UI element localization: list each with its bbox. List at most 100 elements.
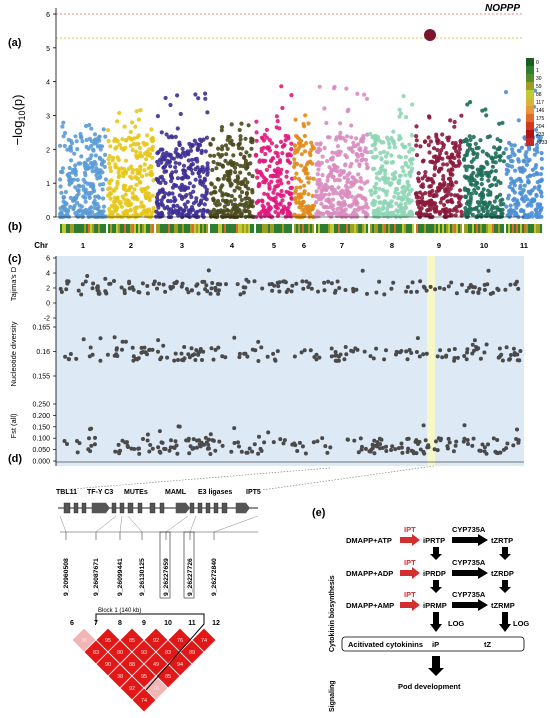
substrate: DMAPP+ADP <box>346 569 393 578</box>
ld-value: 92 <box>153 638 159 644</box>
density-legend: 0 1 30 59 88 117 146 175 204 233 >233 <box>526 58 547 146</box>
ld-value: 38 <box>117 674 123 680</box>
y-tick-label: 6 <box>46 12 50 19</box>
scan-tick-label: 0.155 <box>32 374 50 381</box>
chromosome-label: 7 <box>340 241 344 250</box>
y-tick-label: 3 <box>46 114 50 121</box>
enzyme-ipt: IPT <box>404 590 416 599</box>
ld-marker-number: 8 <box>118 620 122 627</box>
trait-label: NOPPP <box>485 3 520 14</box>
side-label-biosynthesis: Cytokinin biosynthesis <box>329 575 336 652</box>
snp-label: 9_26272840 <box>211 558 218 596</box>
density-legend-label: 30 <box>536 76 542 82</box>
density-legend-label: 175 <box>536 116 545 122</box>
y-tick-label: 4 <box>46 80 50 87</box>
ld-value: 83 <box>93 650 99 656</box>
scan-tick-label: 0.000 <box>32 459 50 466</box>
scan-tick-label: 4 <box>46 271 50 278</box>
ld-value: 38 <box>81 638 87 644</box>
nucleotide-label: Nucleotide diversity <box>9 321 18 386</box>
panel-label-a: (a) <box>8 37 22 49</box>
y-tick-label: 1 <box>46 181 50 188</box>
enzyme-cyp: CYP735A <box>452 590 486 599</box>
gene-label-tbl11: TBL11 <box>56 489 77 496</box>
scan-tick-label: 0 <box>46 301 50 308</box>
scan-tick-label: 0.100 <box>32 436 50 443</box>
ld-value: 85 <box>165 674 171 680</box>
intermediate-tz: tZRMP <box>491 601 515 610</box>
enzyme-cyp: CYP735A <box>452 525 486 534</box>
intermediate-ipr: iPRMP <box>423 601 447 610</box>
gene-label-mutes: MUTEs <box>124 489 148 496</box>
ld-value: 83 <box>165 650 171 656</box>
scan-tick-label: -2 <box>44 316 50 323</box>
gene-label-tfy: TF-Y C3 <box>87 489 113 496</box>
panel-label-c: (c) <box>8 253 22 265</box>
side-label-signaling: Signaling <box>329 681 336 713</box>
gene-label-e3: E3 ligases <box>198 489 232 496</box>
pod-development: Pod development <box>398 682 461 691</box>
intermediate-ipr: iPRTP <box>423 536 445 545</box>
snp-label: 9_20960508 <box>63 558 70 596</box>
scan-tick-label: 0.250 <box>32 402 50 409</box>
y-axis-label: −log10(p) <box>10 95 27 146</box>
density-legend-label: 1 <box>536 68 539 74</box>
chromosome-label: 5 <box>272 241 276 250</box>
ld-value: 76 <box>153 686 159 692</box>
chromosome-label: 3 <box>180 241 184 250</box>
snp-labels: 9_20960508 9_26087671 9_26099441 9_26130125… <box>63 531 218 599</box>
chromosome-label: 1 <box>81 241 85 250</box>
ld-marker-number: 10 <box>164 620 172 627</box>
ld-value: 92 <box>129 686 135 692</box>
ld-marker-number: 6 <box>70 620 74 627</box>
scan-tick-label: 0.150 <box>32 424 50 431</box>
scan-tick-label: 0.200 <box>32 413 50 420</box>
enzyme-ipt: IPT <box>404 558 416 567</box>
snp-label: 9_26087671 <box>93 558 100 596</box>
substrate: DMAPP+AMP <box>346 601 394 610</box>
ld-marker-number: 9 <box>142 620 146 627</box>
ld-value: 74 <box>201 638 207 644</box>
ld-marker-number: 12 <box>212 620 220 627</box>
density-legend-label: 59 <box>536 84 542 90</box>
enzyme-cyp: CYP735A <box>452 558 486 567</box>
peak-snp <box>424 29 436 41</box>
density-legend-label: 204 <box>536 124 545 130</box>
chromosome-label: 4 <box>230 241 235 250</box>
y-tick-label: 2 <box>46 147 50 154</box>
y-axis-ticks: 0 1 2 3 4 5 6 <box>46 12 56 222</box>
intermediate-tz: tZRDP <box>491 569 514 578</box>
highlight-region <box>427 256 435 466</box>
activated-cytokinins: Acitivated cytokinins <box>348 640 423 649</box>
ld-value: 93 <box>141 650 147 656</box>
ld-block-label: Block 1 (140 kb) <box>98 608 141 614</box>
scan-tick-label: 6 <box>46 256 50 263</box>
tz-label: tZ <box>484 640 491 649</box>
chromosome-label: 9 <box>437 241 441 250</box>
density-legend-label: 233 <box>536 132 545 138</box>
scan-points <box>56 268 524 463</box>
gene-label-ipt5: IPT5 <box>246 489 261 496</box>
chromosome-labels: 1 2 3 4 5 6 7 8 9 10 11 <box>81 241 528 250</box>
snp-label: 9_26099441 <box>117 558 124 596</box>
chromosome-label: 11 <box>520 241 528 250</box>
density-legend-label: 88 <box>536 92 542 98</box>
panel-label-d: (d) <box>8 453 22 465</box>
gene-label-maml: MAML <box>165 489 187 496</box>
scan-tick-label: 0.165 <box>32 325 50 332</box>
ld-value: 95 <box>105 638 111 644</box>
ld-value: 76 <box>177 638 183 644</box>
y-tick-label: 0 <box>46 215 50 222</box>
scan-tick-label: 2 <box>46 286 50 293</box>
density-strip <box>60 224 543 233</box>
chr-label: Chr <box>34 241 48 250</box>
log-label: LOG <box>513 619 529 628</box>
intermediate-tz: tZRTP <box>491 536 513 545</box>
snp-label: 9_26130125 <box>139 558 146 596</box>
ld-value: 94 <box>177 662 183 668</box>
chromosome-label: 10 <box>480 241 488 250</box>
ld-value: 80 <box>117 650 123 656</box>
density-legend-label: 0 <box>536 60 539 66</box>
